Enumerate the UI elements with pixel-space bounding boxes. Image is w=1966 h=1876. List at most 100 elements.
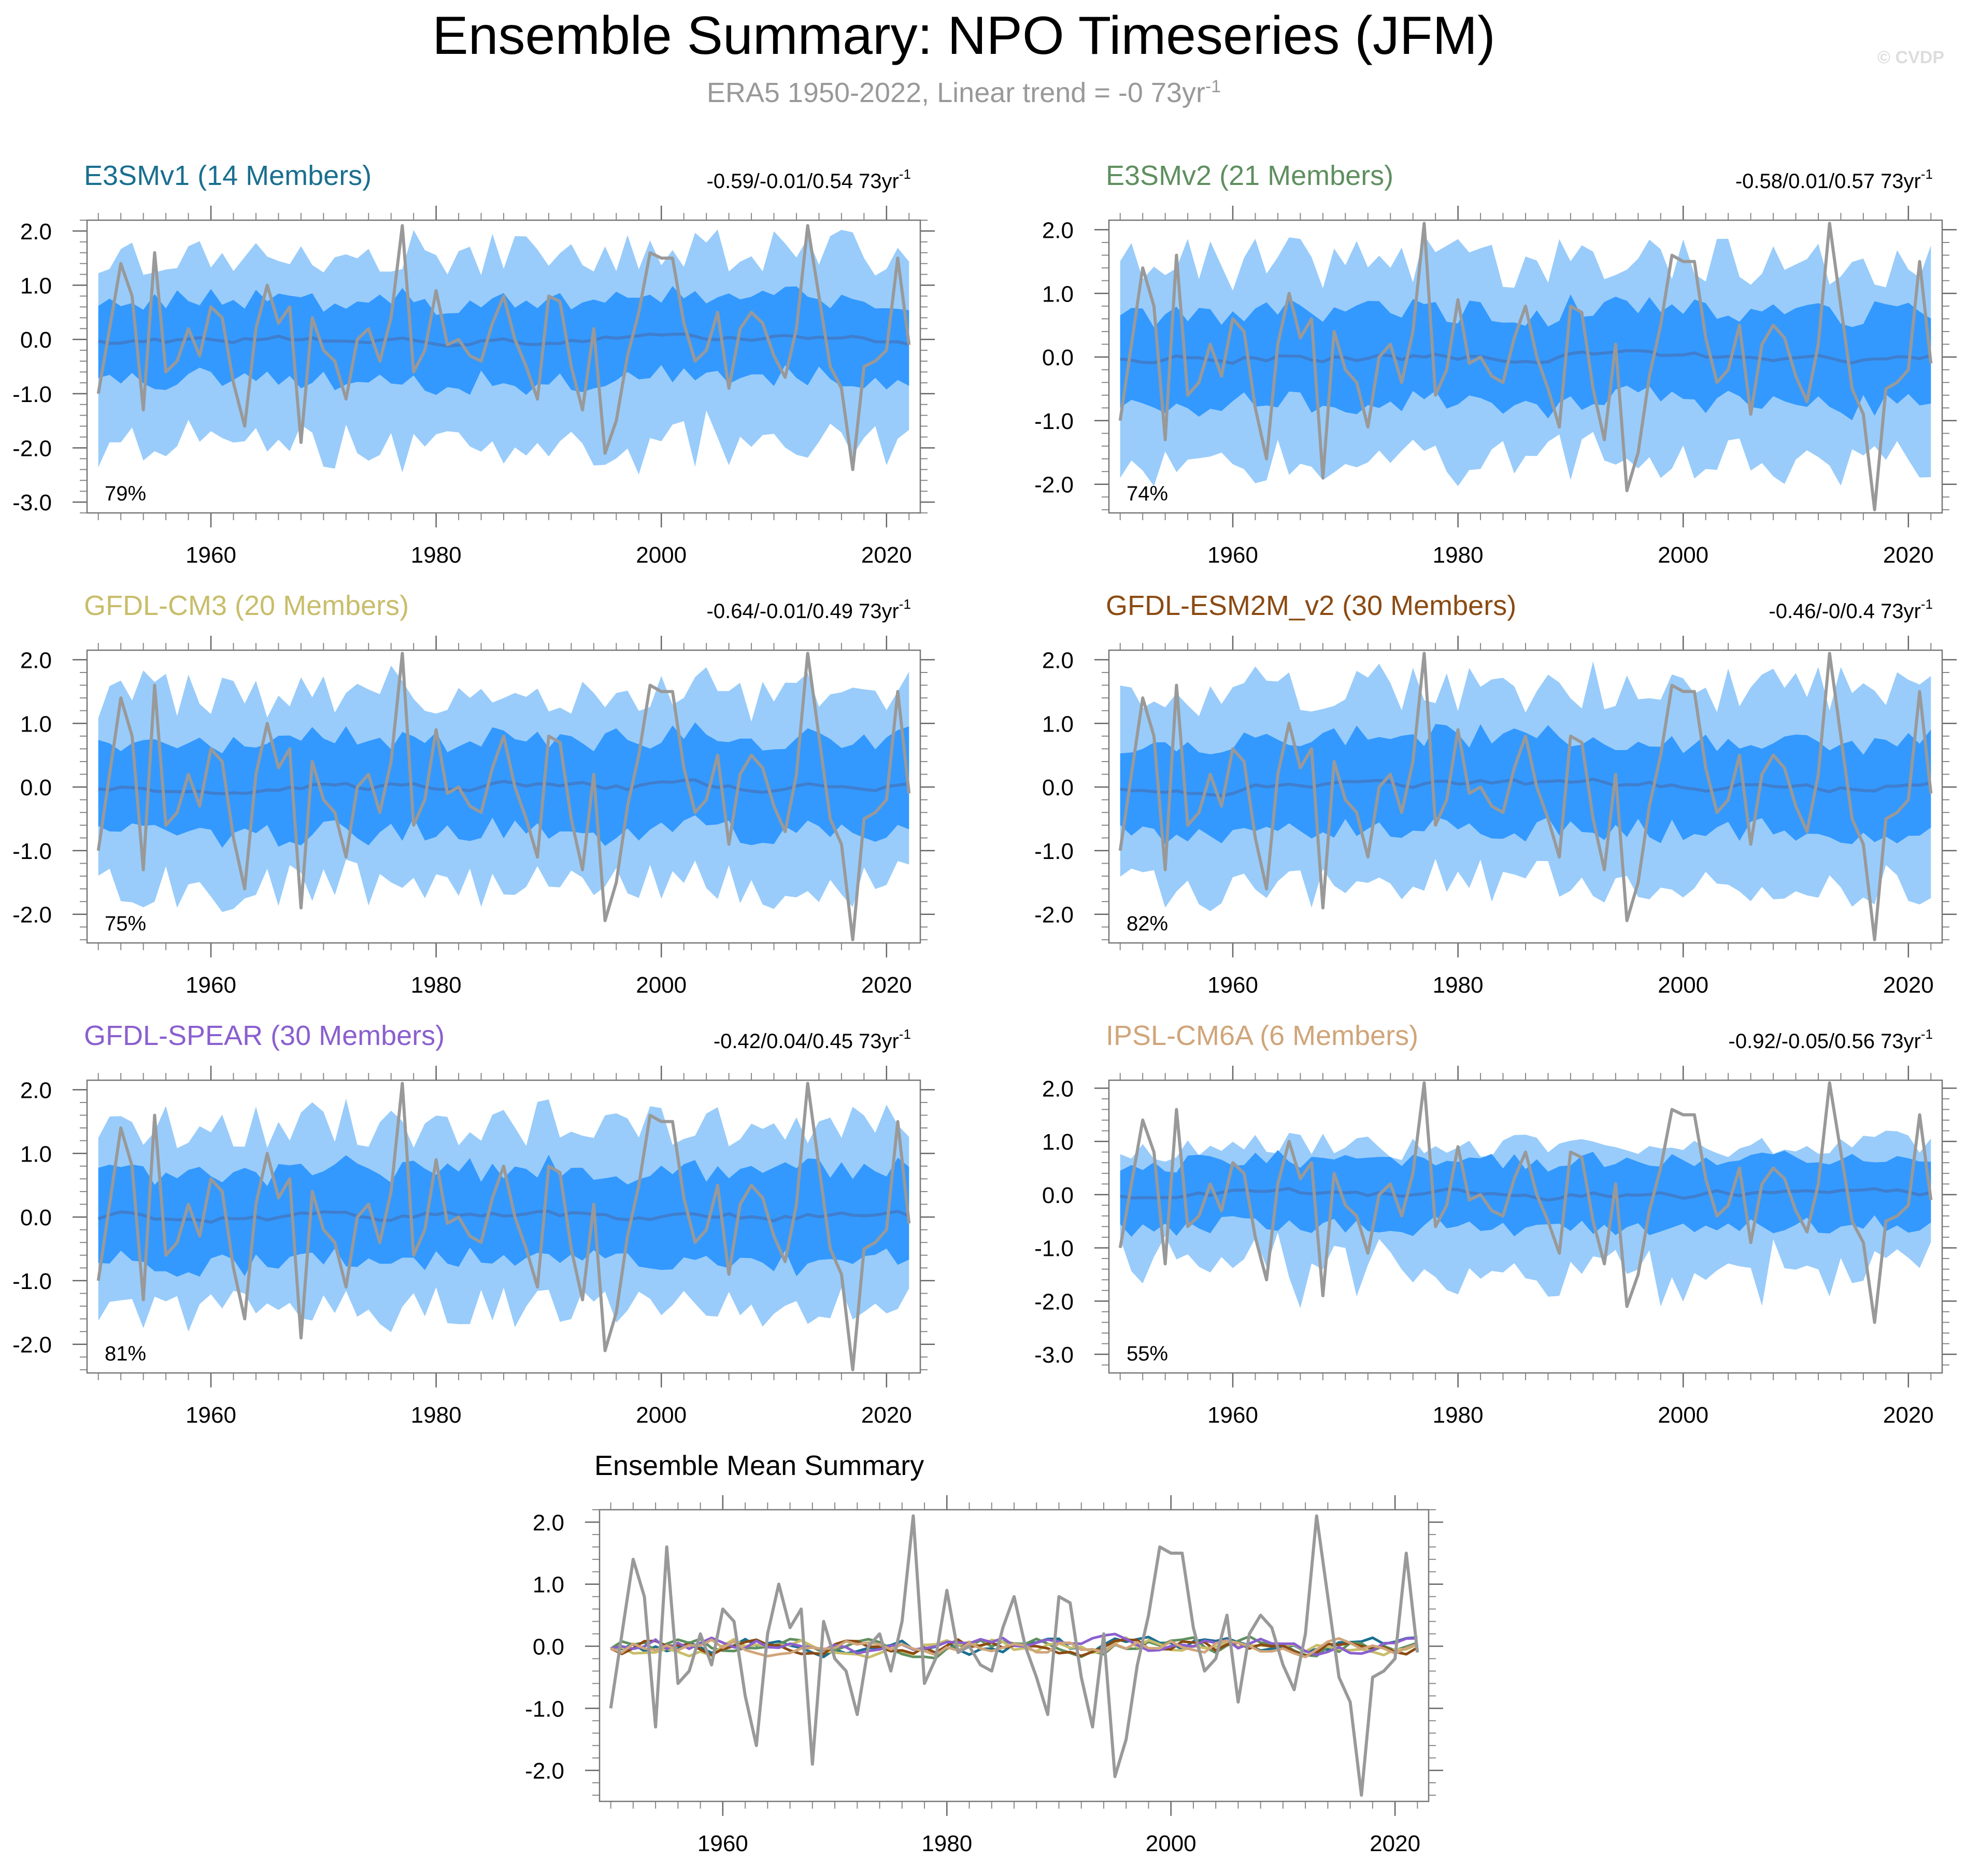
panel-e3smv1: 2.0 1.0 0.0 -1.0 -2.0 -3.0 1960 1980 2000 2020 E3S… [12, 160, 935, 568]
panel-gfdl-cm3-observed-line [96, 652, 911, 941]
panel-ipsl-cm6a-ytick-label: -1.0 [1034, 1236, 1074, 1262]
panel-e3smv1-trend-sup: -1 [899, 166, 911, 182]
panel-gfdl-cm3-ytick-label: 2.0 [20, 648, 52, 673]
summary-ytick-label: 1.0 [533, 1572, 564, 1598]
panel-gfdl-cm3-trend-main: -0.64/-0.01/0.49 73yr [707, 600, 899, 623]
panel-gfdl-esm2m-v2-ytick-label: -1.0 [1034, 839, 1074, 864]
panel-gfdl-cm3-ytick-label: 0.0 [20, 775, 52, 800]
panel-gfdl-cm3-ytick-label: -2.0 [12, 903, 52, 928]
panel-gfdl-spear-xtick-label: 2000 [636, 1402, 687, 1428]
panel-e3smv2-plot-area [1118, 222, 1933, 511]
panel-gfdl-esm2m-v2-trend-sup: -1 [1921, 596, 1933, 612]
panel-gfdl-cm3-trend-sup: -1 [899, 596, 911, 612]
panel-gfdl-spear-ytick-label: -2.0 [12, 1333, 52, 1358]
summary-ytick-label: -1.0 [525, 1696, 564, 1722]
panel-gfdl-spear-trend-sup: -1 [899, 1026, 911, 1042]
panel-gfdl-esm2m-v2-trend: -0.46/-0/0.4 73yr-1 [1769, 596, 1933, 623]
panel-e3smv2: 2.0 1.0 0.0 -1.0 -2.0 1960 1980 2000 2020 E3SMv2 … [1034, 160, 1957, 568]
summary-ytick-label: 0.0 [533, 1635, 564, 1660]
panel-gfdl-spear-xtick-label: 1980 [411, 1402, 462, 1428]
subtitle-superscript: -1 [1205, 77, 1221, 96]
summary-plot-area [609, 1514, 1419, 1797]
panel-e3smv2-percent: 74% [1127, 482, 1168, 505]
panel-ipsl-cm6a-xtick-label: 2020 [1883, 1402, 1934, 1428]
summary-xtick-label: 2020 [1370, 1831, 1420, 1856]
panel-gfdl-spear-xtick-label: 2020 [861, 1402, 912, 1428]
panel-gfdl-spear-ytick-label: 0.0 [20, 1205, 52, 1230]
panel-ipsl-cm6a-inner-band [1120, 1150, 1931, 1237]
panel-gfdl-esm2m-v2-frame [1108, 649, 1943, 944]
panel-ipsl-cm6a-ensemble-mean-line [1120, 1186, 1931, 1202]
panel-gfdl-cm3-plot-area [96, 652, 911, 941]
panel-gfdl-spear-ensemble-mean-line [97, 1210, 910, 1224]
panel-e3smv1-xtick-label: 2020 [861, 542, 912, 568]
panel-gfdl-spear-percent: 81% [105, 1342, 146, 1365]
panel-ipsl-cm6a-ytick-label: 0.0 [1042, 1183, 1074, 1208]
panel-e3smv1-observed-line [96, 224, 911, 471]
panel-gfdl-spear-trend: -0.42/0.04/0.45 73yr-1 [714, 1026, 911, 1053]
panel-ipsl-cm6a-trend-sup: -1 [1921, 1026, 1933, 1042]
panel-ipsl-cm6a-ytick-label: -2.0 [1034, 1289, 1074, 1314]
summary-xtick-label: 1980 [921, 1831, 972, 1856]
summary-line-gfdl-spear [610, 1632, 1418, 1656]
panel-gfdl-spear-ytick-label: -1.0 [12, 1269, 52, 1294]
panel-e3smv2-frame [1108, 219, 1943, 514]
panel-e3smv1-ytick-label: -1.0 [12, 382, 52, 407]
panel-e3smv2-trend-main: -0.58/0.01/0.57 73yr [1735, 170, 1921, 193]
panel-e3smv2-ytick-label: -2.0 [1034, 472, 1074, 498]
panel-e3smv1-percent: 79% [105, 482, 146, 505]
panel-e3smv2-ytick-label: -1.0 [1034, 409, 1074, 434]
panel-gfdl-spear-trend-main: -0.42/0.04/0.45 73yr [714, 1030, 899, 1053]
panel-gfdl-spear: 2.0 1.0 0.0 -1.0 -2.0 1960 1980 2000 2020 GFDL-SP… [12, 1020, 935, 1428]
panel-e3smv2-xtick-label: 2000 [1658, 542, 1708, 568]
panel-gfdl-cm3-xtick-label: 2000 [636, 972, 687, 998]
panel-e3smv2-observed-line [1118, 222, 1933, 511]
panel-gfdl-esm2m-v2-ytick-label: 2.0 [1042, 648, 1074, 673]
panel-ipsl-cm6a-percent: 55% [1127, 1342, 1168, 1365]
panel-e3smv1-frame [86, 219, 921, 514]
panel-gfdl-esm2m-v2-percent: 82% [1127, 912, 1168, 935]
subtitle-text: ERA5 1950-2022, Linear trend = -0 73yr [706, 77, 1205, 108]
panel-e3smv1-trend-main: -0.59/-0.01/0.54 73yr [707, 170, 899, 193]
panel-ipsl-cm6a-xtick-label: 1960 [1207, 1402, 1258, 1428]
panel-gfdl-esm2m-v2-title: GFDL-ESM2M_v2 (30 Members) [1106, 590, 1516, 621]
panel-gfdl-cm3-xtick-label: 2020 [861, 972, 912, 998]
panel-e3smv2-xtick-label: 1980 [1433, 542, 1484, 568]
panel-e3smv2-ytick-label: 0.0 [1042, 345, 1074, 370]
panel-gfdl-esm2m-v2-ytick-label: 0.0 [1042, 775, 1074, 800]
panel-gfdl-esm2m-v2-observed-line [1118, 652, 1933, 941]
panel-e3smv2-inner-band [1120, 294, 1931, 421]
panel-e3smv1-xtick-label: 2000 [636, 542, 687, 568]
panel-gfdl-esm2m-v2-ensemble-mean-line [1120, 778, 1931, 798]
summary-ytick-label: 2.0 [533, 1510, 564, 1536]
panel-gfdl-esm2m-v2-xtick-label: 1960 [1207, 972, 1258, 998]
panel-gfdl-esm2m-v2-xtick-label: 2000 [1658, 972, 1708, 998]
panel-e3smv1-xtick-label: 1980 [411, 542, 462, 568]
summary-frame [599, 1509, 1430, 1802]
panel-gfdl-esm2m-v2-xtick-label: 2020 [1883, 972, 1934, 998]
panel-gfdl-spear-plot-area [96, 1082, 911, 1371]
panel-e3smv2-trend-sup: -1 [1921, 166, 1933, 182]
panel-gfdl-cm3-ensemble-mean-line [98, 778, 909, 796]
panel-e3smv2-ensemble-mean-line [1120, 349, 1932, 365]
panel-ensemble-mean-summary: Ensemble Mean Summary 2.0 1.0 0.0 -1.0 -2.0 19… [525, 1450, 1443, 1856]
panel-e3smv1-ytick-label: 2.0 [20, 219, 52, 245]
panel-ipsl-cm6a-trend: -0.92/-0.05/0.56 73yr-1 [1729, 1026, 1933, 1053]
cvdp-watermark: © CVDP [1877, 48, 1944, 67]
figure-subtitle: ERA5 1950-2022, Linear trend = -0 73yr-1 [0, 77, 1928, 109]
panel-ipsl-cm6a-xtick-label: 2000 [1658, 1402, 1708, 1428]
panel-e3smv2-ytick-label: 2.0 [1042, 218, 1074, 243]
summary-title: Ensemble Mean Summary [594, 1450, 924, 1481]
panel-gfdl-cm3-percent: 75% [105, 912, 146, 935]
panel-e3smv2-xtick-label: 1960 [1207, 542, 1258, 568]
panel-gfdl-cm3-frame [86, 649, 921, 944]
panel-gfdl-spear-frame [86, 1079, 921, 1374]
panel-ipsl-cm6a-plot-area [1118, 1081, 1933, 1324]
panel-e3smv2-ytick-label: 1.0 [1042, 281, 1074, 307]
summary-xtick-label: 2000 [1146, 1831, 1196, 1856]
panel-gfdl-spear-ytick-label: 1.0 [20, 1141, 52, 1167]
panel-e3smv1-ytick-label: -2.0 [12, 436, 52, 461]
summary-ytick-label: -2.0 [525, 1758, 564, 1784]
panel-gfdl-esm2m-v2-trend-main: -0.46/-0/0.4 73yr [1769, 600, 1921, 623]
